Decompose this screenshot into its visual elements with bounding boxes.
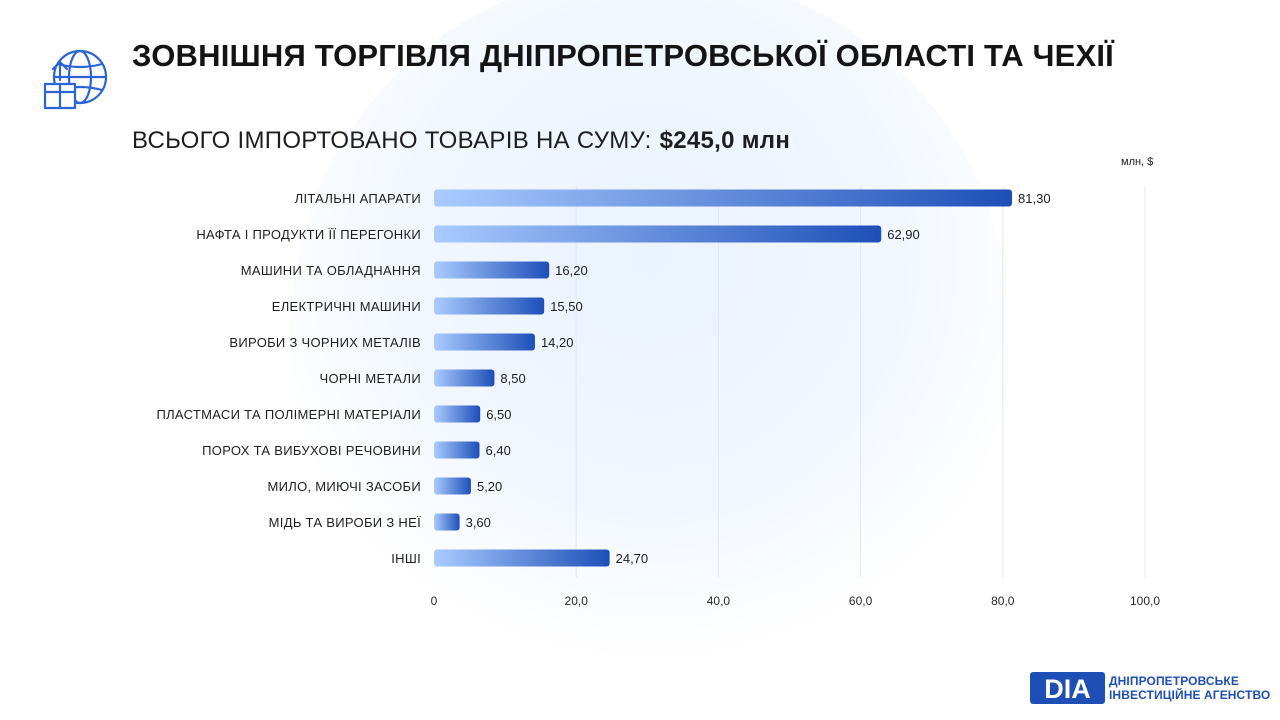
logo-mark: DIA: [1044, 674, 1091, 704]
category-label: МАШИНИ ТА ОБЛАДНАННЯ: [241, 263, 421, 278]
value-label: 14,20: [541, 335, 574, 350]
category-label: НАФТА І ПРОДУКТИ ЇЇ ПЕРЕГОНКИ: [196, 227, 421, 242]
category-label: ЛІТАЛЬНІ АПАРАТИ: [295, 191, 421, 206]
value-label: 16,20: [555, 263, 588, 278]
category-label: ЕЛЕКТРИЧНІ МАШИНИ: [272, 299, 421, 314]
bar: [434, 405, 481, 423]
category-label: ПОРОХ ТА ВИБУХОВІ РЕЧОВИНИ: [202, 443, 421, 458]
import-total-label: ВСЬОГО ІМПОРТОВАНО ТОВАРІВ НА СУМУ:: [132, 127, 652, 154]
unit-label: млн, $: [1121, 156, 1154, 168]
bar: [434, 477, 471, 495]
import-total-line: ВСЬОГО ІМПОРТОВАНО ТОВАРІВ НА СУМУ: $245,…: [132, 127, 790, 155]
category-label: ЧОРНІ МЕТАЛИ: [320, 371, 422, 386]
bar: [434, 513, 460, 531]
value-label: 81,30: [1018, 191, 1051, 206]
value-label: 15,50: [550, 299, 583, 314]
value-label: 24,70: [616, 551, 649, 566]
value-label: 6,50: [486, 407, 511, 422]
bar: [434, 225, 882, 243]
bar: [434, 297, 545, 315]
logo-agency-name: ДНІПРОПЕТРОВСЬКЕ ІНВЕСТИЦІЙНЕ АГЕНСТВО: [1109, 674, 1270, 702]
value-label: 6,40: [486, 443, 511, 458]
x-tick-label: 100,0: [1130, 594, 1160, 608]
category-label: ПЛАСТМАСИ ТА ПОЛІМЕРНІ МАТЕРІАЛИ: [156, 407, 421, 422]
x-tick-label: 60,0: [849, 594, 873, 608]
x-tick-label: 80,0: [991, 594, 1015, 608]
globe-box-upload-icon: [43, 49, 108, 110]
bar: [434, 441, 480, 459]
category-label: МІДЬ ТА ВИРОБИ З НЕЇ: [269, 515, 421, 530]
category-label: ВИРОБИ З ЧОРНИХ МЕТАЛІВ: [229, 335, 421, 350]
dia-logo: DIA: [1030, 672, 1105, 704]
bar: [434, 333, 535, 351]
category-label: МИЛО, МИЮЧІ ЗАСОБИ: [267, 479, 421, 494]
bar: [434, 189, 1013, 207]
bar: [434, 549, 610, 567]
value-label: 3,60: [466, 515, 491, 530]
logo-line-2: ІНВЕСТИЦІЙНЕ АГЕНСТВО: [1109, 688, 1271, 702]
x-tick-label: 40,0: [707, 594, 731, 608]
import-total-value: $245,0 млн: [659, 127, 791, 154]
value-label: 8,50: [500, 371, 525, 386]
value-label: 5,20: [477, 479, 502, 494]
bar: [434, 261, 550, 279]
x-tick-label: 0: [431, 594, 438, 608]
bar: [434, 369, 495, 387]
category-label: ІНШІ: [391, 551, 421, 566]
logo-line-1: ДНІПРОПЕТРОВСЬКЕ: [1109, 674, 1239, 688]
page-title: ЗОВНІШНЯ ТОРГІВЛЯ ДНІПРОПЕТРОВСЬКОЇ ОБЛА…: [132, 38, 1114, 73]
x-tick-label: 20,0: [565, 594, 589, 608]
value-label: 62,90: [887, 227, 920, 242]
